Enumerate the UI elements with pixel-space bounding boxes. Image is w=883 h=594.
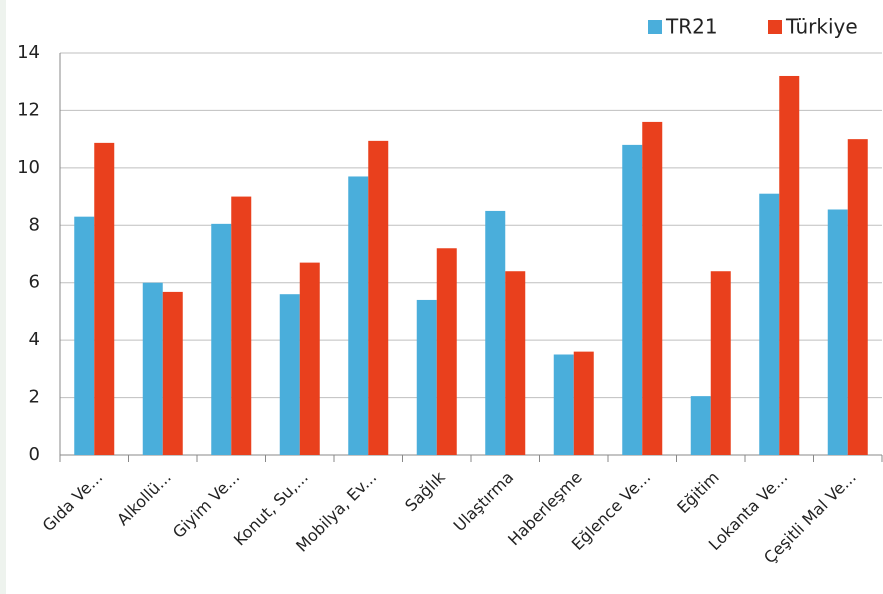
bar <box>710 271 731 455</box>
bar <box>142 282 163 455</box>
bar <box>779 75 800 455</box>
bar <box>299 262 320 455</box>
y-tick-label: 14 <box>17 42 40 63</box>
y-tick-label: 10 <box>17 157 40 178</box>
y-tick-label: 4 <box>29 329 40 350</box>
bar <box>505 271 526 455</box>
bar <box>211 223 232 455</box>
y-tick-label: 0 <box>29 444 40 465</box>
y-tick-label: 2 <box>29 387 40 408</box>
bar <box>416 299 437 455</box>
bar <box>553 354 574 455</box>
bar <box>573 351 594 455</box>
bar <box>622 144 643 455</box>
legend-swatch <box>768 20 782 34</box>
y-tick-label: 8 <box>29 214 40 235</box>
legend-swatch <box>648 20 662 34</box>
left-border <box>0 0 6 594</box>
bar <box>162 291 183 455</box>
legend-label: Türkiye <box>785 15 858 39</box>
legend-label: TR21 <box>665 15 718 39</box>
y-tick-label: 6 <box>29 272 40 293</box>
bar <box>368 140 389 455</box>
bar <box>759 193 780 455</box>
bar <box>642 121 663 456</box>
bar <box>348 176 369 455</box>
bar <box>279 294 300 455</box>
bar <box>74 216 95 455</box>
bar <box>436 248 457 455</box>
bar <box>485 210 506 455</box>
y-tick-label: 12 <box>17 99 40 120</box>
bar <box>827 209 848 455</box>
bar <box>231 196 252 456</box>
bar <box>690 396 711 455</box>
bar <box>847 139 868 455</box>
bar <box>94 142 115 455</box>
